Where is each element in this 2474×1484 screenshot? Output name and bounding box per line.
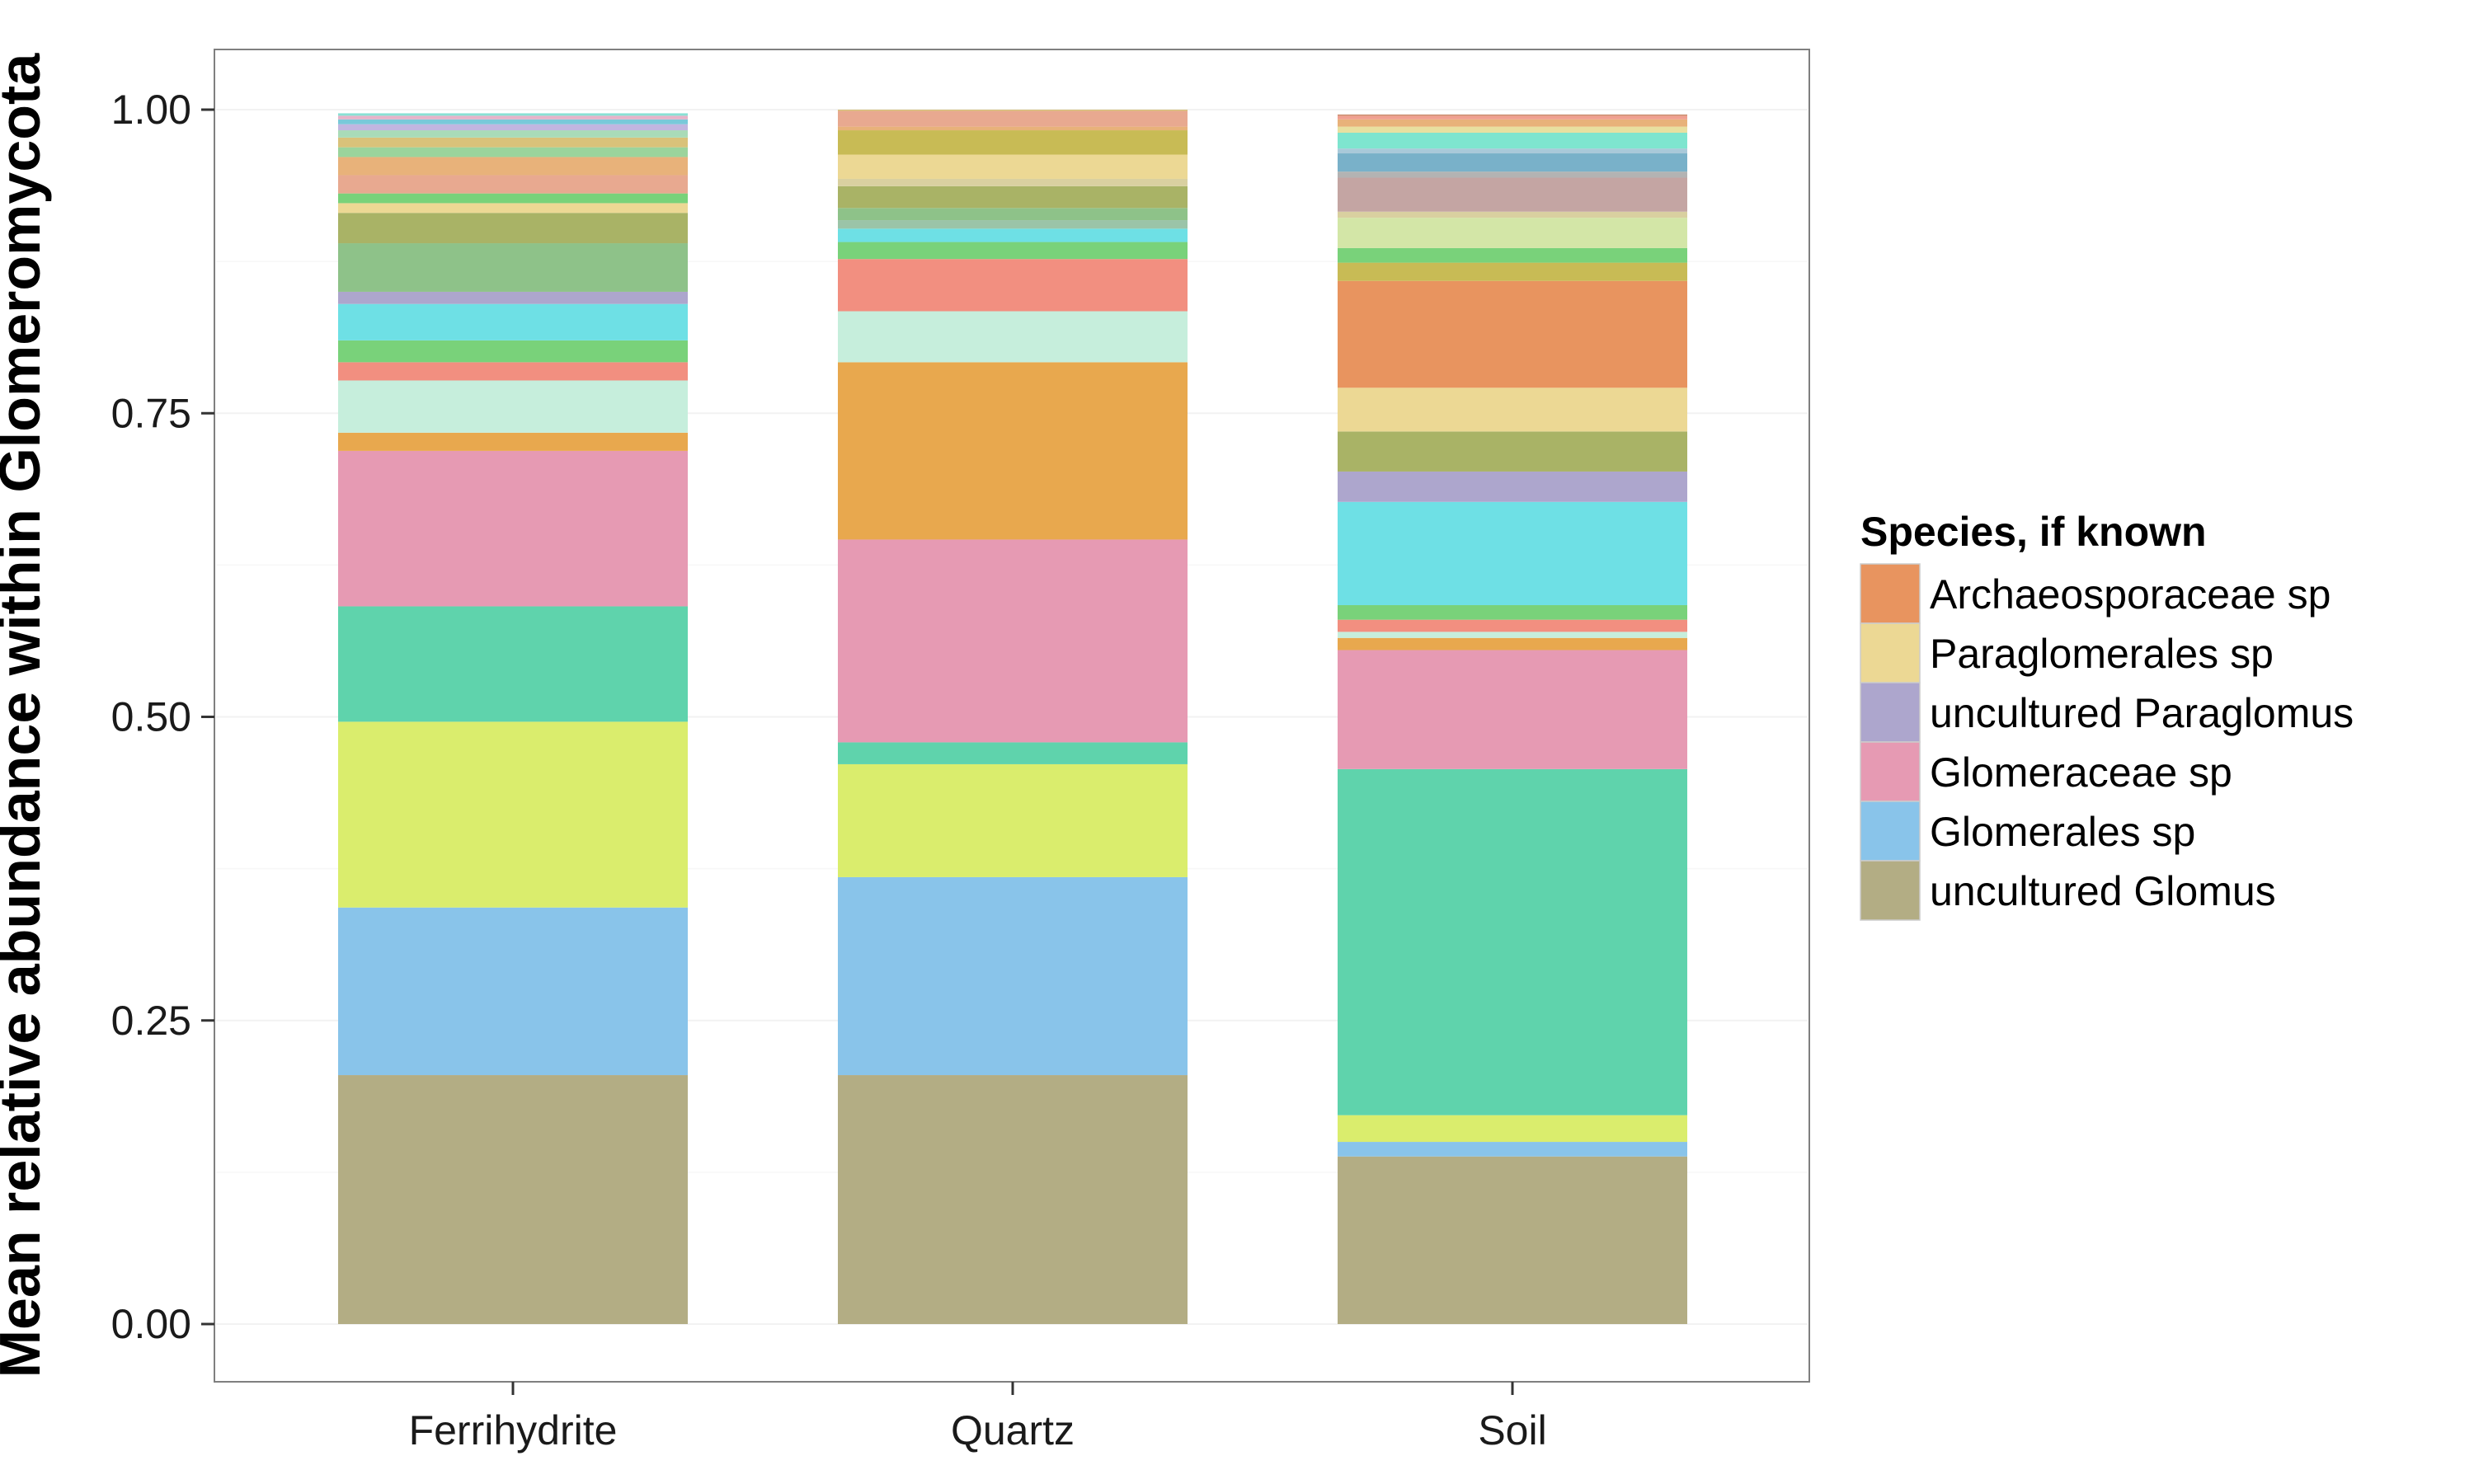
y-tick-label: 0.75 xyxy=(111,390,191,436)
y-tick-label: 0.25 xyxy=(111,998,191,1044)
bar-segment xyxy=(338,243,688,292)
legend-label: Archaeosporaceae sp xyxy=(1930,571,2331,618)
bar-segment xyxy=(838,763,1188,877)
bar-segment xyxy=(338,147,688,157)
bar-segment xyxy=(838,259,1188,312)
bars xyxy=(338,110,1687,1324)
bar-segment xyxy=(1338,471,1687,502)
bar-segment xyxy=(1338,177,1687,212)
bar-segment xyxy=(1338,218,1687,248)
legend-swatch xyxy=(1860,860,1921,921)
bar-segment xyxy=(338,432,688,451)
bar-segment xyxy=(838,130,1188,155)
x-tick-label: Quartz xyxy=(951,1407,1075,1453)
legend-label: uncultured Paraglomus xyxy=(1930,690,2354,736)
bar-segment xyxy=(338,380,688,433)
y-axis-title: Mean relative abundance within Glomeromy… xyxy=(0,53,52,1378)
bar-segment xyxy=(1338,262,1687,281)
bar-segment xyxy=(338,303,688,340)
bar-segment xyxy=(338,137,688,148)
bar-segment xyxy=(1338,280,1687,388)
bar-segment xyxy=(1338,1156,1687,1324)
bar-segment xyxy=(838,876,1188,1076)
legend-swatch xyxy=(1860,741,1921,802)
bar-segment xyxy=(838,742,1188,764)
bar-segment xyxy=(338,1075,688,1324)
legend-swatch xyxy=(1860,622,1921,683)
bar-segment xyxy=(1338,211,1687,218)
bar-segment xyxy=(338,450,688,607)
bar-segment xyxy=(1338,632,1687,638)
legend-swatch xyxy=(1860,563,1921,624)
bar-segment xyxy=(338,119,688,124)
x-axis: Ferrihydrite Quartz Soil xyxy=(409,1382,1547,1453)
bar-segment xyxy=(1338,768,1687,1115)
legend-label: Glomeraceae sp xyxy=(1930,749,2232,796)
bar-segment xyxy=(338,193,688,204)
legend-swatch xyxy=(1860,801,1921,862)
legend-label: uncultured Glomus xyxy=(1930,868,2276,914)
bar-segment xyxy=(1338,1142,1687,1157)
legend: Species, if known Archaeosporaceae sp Par… xyxy=(1860,509,2354,921)
bar-segment xyxy=(1338,637,1687,650)
bar-segment xyxy=(1338,132,1687,149)
bar-segment xyxy=(838,186,1188,209)
bar-segment xyxy=(1338,501,1687,605)
bar-segment xyxy=(838,110,1188,127)
x-tick-label: Soil xyxy=(1478,1407,1546,1453)
bar-segment xyxy=(338,291,688,304)
y-tick-label: 1.00 xyxy=(111,87,191,133)
bar-segment xyxy=(838,539,1188,743)
bar-segment xyxy=(1338,247,1687,263)
legend-label: Glomerales sp xyxy=(1930,809,2195,855)
bar-segment xyxy=(838,208,1188,221)
bar-segment xyxy=(1338,115,1687,120)
bar-segment xyxy=(838,178,1188,186)
bar-stack-ferrihydrite xyxy=(338,113,688,1324)
bar-segment xyxy=(838,311,1188,363)
bar-segment xyxy=(1338,431,1687,472)
bar-segment xyxy=(338,124,688,131)
bar-segment xyxy=(338,115,688,120)
legend-title: Species, if known xyxy=(1860,509,2207,555)
bar-segment xyxy=(838,228,1188,242)
bar-stack-soil xyxy=(1338,114,1687,1324)
bar-segment xyxy=(338,213,688,244)
bar-segment xyxy=(338,606,688,722)
bar-segment xyxy=(1338,119,1687,127)
bar-segment xyxy=(1338,148,1687,154)
bar-segment xyxy=(338,203,688,214)
bar-segment xyxy=(338,130,688,138)
bar-segment xyxy=(1338,126,1687,133)
bar-segment xyxy=(838,1075,1188,1324)
bar-segment xyxy=(338,113,688,116)
bar-segment xyxy=(338,157,688,176)
y-axis: 0.00 0.25 0.50 0.75 1.00 xyxy=(111,87,214,1347)
bar-segment xyxy=(1338,1115,1687,1143)
bar-segment xyxy=(838,220,1188,229)
bar-segment xyxy=(1338,153,1687,172)
y-tick-label: 0.00 xyxy=(111,1301,191,1347)
bar-segment xyxy=(1338,604,1687,620)
bar-stack-quartz xyxy=(838,110,1188,1324)
bar-segment xyxy=(1338,650,1687,769)
bar-segment xyxy=(338,907,688,1076)
bar-segment xyxy=(338,175,688,194)
y-tick-label: 0.50 xyxy=(111,694,191,740)
x-tick-label: Ferrihydrite xyxy=(409,1407,618,1453)
bar-segment xyxy=(838,126,1188,131)
bar-segment xyxy=(1338,619,1687,632)
legend-label: Paraglomerales sp xyxy=(1930,631,2274,677)
bar-segment xyxy=(838,154,1188,179)
bar-segment xyxy=(1338,171,1687,178)
bar-segment xyxy=(338,721,688,908)
bar-segment xyxy=(838,242,1188,260)
legend-swatch xyxy=(1860,682,1921,743)
bar-segment xyxy=(338,340,688,363)
bar-segment xyxy=(338,362,688,381)
bar-segment xyxy=(838,362,1188,540)
bar-segment xyxy=(1338,387,1687,432)
